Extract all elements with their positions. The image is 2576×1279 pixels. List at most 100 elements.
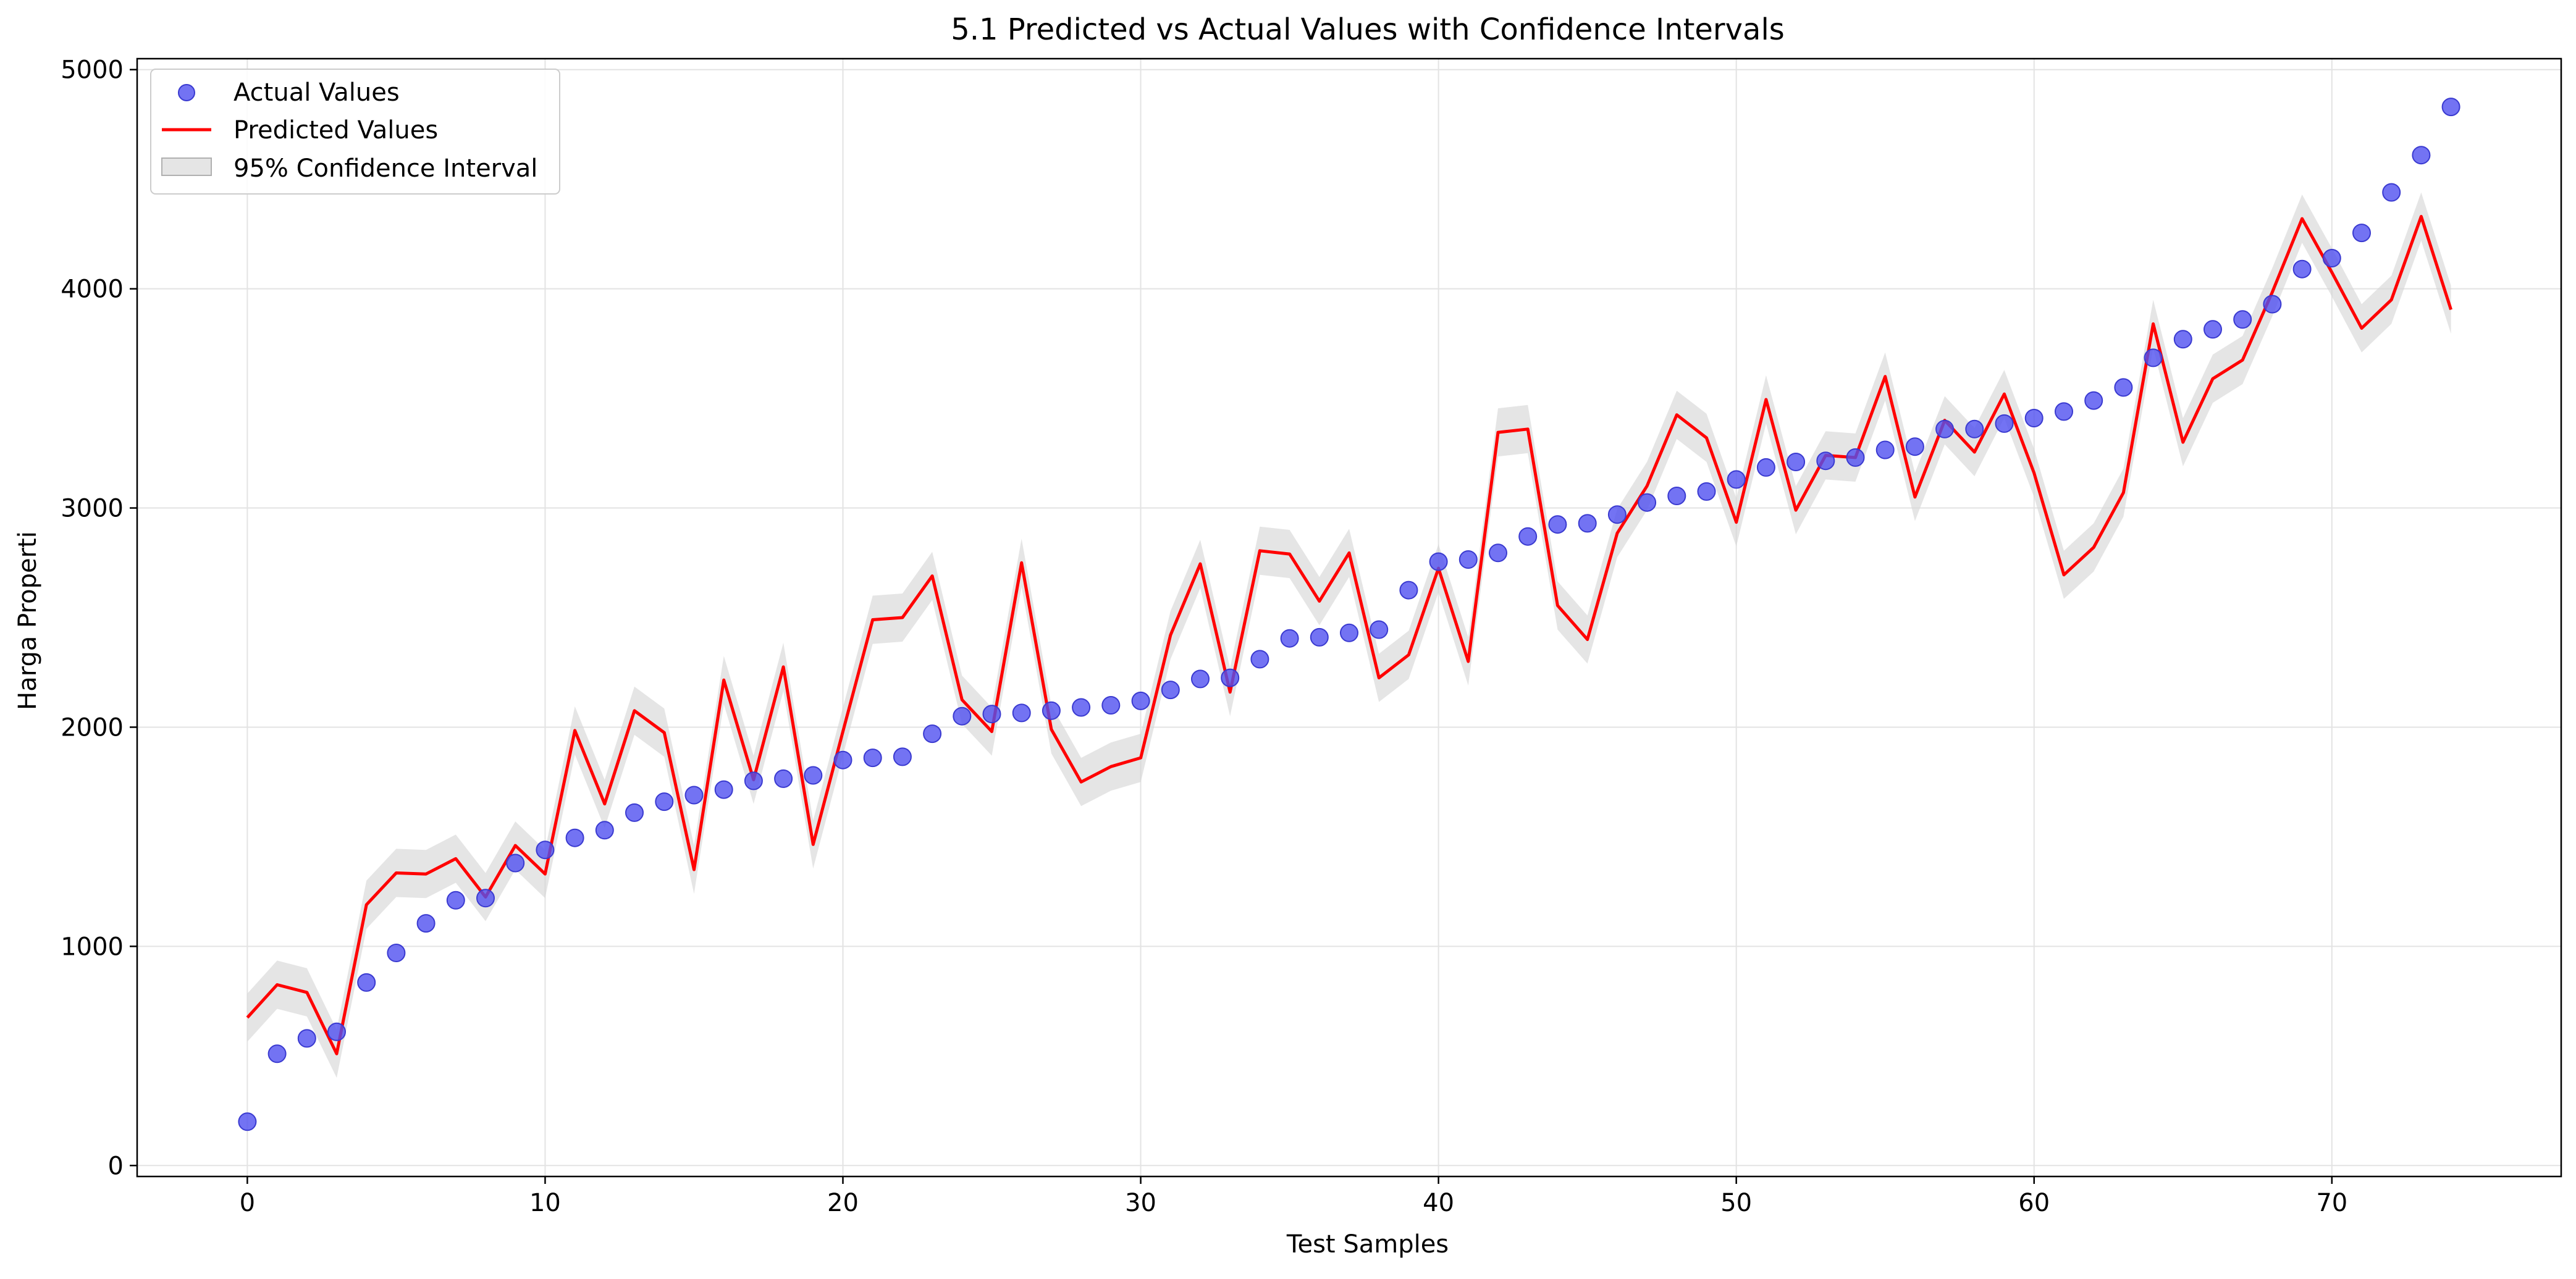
x-tick-label: 20: [827, 1189, 859, 1217]
confidence-band-layer: [247, 192, 2451, 1078]
actual-point: [2412, 146, 2431, 165]
actual-point: [833, 750, 852, 769]
y-tick-label: 2000: [61, 713, 124, 742]
actual-point: [953, 707, 972, 726]
actual-point: [1489, 543, 1507, 563]
actual-point: [1399, 581, 1418, 600]
actual-point: [2292, 259, 2312, 279]
actual-point: [1518, 527, 1538, 546]
actual-point: [2352, 224, 2371, 243]
actual-points-layer: [238, 98, 2460, 1131]
legend-label-predicted: Predicted Values: [234, 116, 438, 145]
actual-point: [1787, 453, 1806, 471]
actual-point: [1638, 493, 1657, 512]
x-tick-label: 30: [1125, 1189, 1156, 1217]
confidence-band: [247, 192, 2451, 1078]
actual-point: [595, 821, 614, 840]
legend-marker-confidence: [161, 157, 212, 176]
x-tick-label: 40: [1423, 1189, 1454, 1217]
actual-point: [387, 944, 406, 962]
actual-point: [1935, 419, 1955, 438]
actual-point: [327, 1022, 346, 1041]
actual-point: [1221, 668, 1240, 687]
actual-point: [2441, 98, 2460, 117]
actual-point: [446, 891, 465, 910]
actual-point: [1131, 691, 1150, 710]
actual-point: [1161, 681, 1180, 700]
actual-point: [1458, 550, 1478, 569]
actual-point: [1250, 650, 1269, 669]
actual-point: [982, 705, 1001, 724]
actual-point: [2322, 249, 2341, 267]
actual-point: [804, 766, 823, 785]
actual-point: [744, 771, 763, 790]
actual-point: [357, 973, 376, 992]
actual-point: [1727, 470, 1746, 489]
actual-point: [565, 828, 584, 847]
y-tick-label: 1000: [61, 933, 124, 961]
actual-point: [1012, 703, 1031, 723]
legend-box: [150, 69, 560, 195]
actual-point: [2055, 402, 2073, 421]
x-axis-label: Test Samples: [1286, 1230, 1449, 1259]
actual-point: [297, 1029, 316, 1048]
actual-point: [774, 769, 793, 788]
legend-label-actual: Actual Values: [234, 78, 400, 107]
x-tick-label: 70: [2316, 1189, 2347, 1217]
actual-point: [506, 853, 525, 873]
x-tick-label: 60: [2018, 1189, 2050, 1217]
tick-layer: 0 10 20 30 40 50 60 70 0 1000 2000 3000 4000 5000: [61, 56, 2347, 1217]
actual-point: [1697, 482, 1716, 501]
actual-point: [684, 786, 704, 805]
actual-point: [1846, 448, 1865, 467]
actual-point: [1905, 437, 1924, 456]
actual-point: [2382, 183, 2401, 202]
actual-point: [1340, 623, 1358, 642]
y-tick-label: 5000: [61, 56, 124, 85]
actual-point: [1965, 419, 1984, 438]
actual-point: [1370, 620, 1389, 639]
actual-point: [1667, 487, 1686, 505]
actual-point: [536, 841, 555, 860]
actual-point: [2144, 348, 2163, 367]
legend: Actual Values Predicted Values 95% Confi…: [150, 69, 560, 195]
actual-point: [1756, 458, 1775, 477]
actual-point: [625, 803, 644, 822]
actual-point: [1607, 505, 1627, 524]
x-tick-label: 10: [529, 1189, 561, 1217]
actual-point: [1995, 414, 2014, 433]
y-tick-label: 3000: [61, 495, 124, 523]
actual-point: [655, 792, 674, 811]
actual-point: [2263, 295, 2282, 314]
actual-point: [1191, 669, 1210, 689]
y-axis-label: Harga Properti: [14, 531, 42, 710]
actual-point: [1816, 451, 1835, 471]
actual-point: [238, 1112, 257, 1131]
actual-point: [1548, 515, 1567, 534]
actual-point: [2173, 330, 2192, 349]
actual-point: [267, 1044, 287, 1063]
actual-point: [476, 889, 495, 908]
actual-point: [1429, 552, 1448, 571]
x-tick-label: 0: [240, 1189, 255, 1217]
grid-layer: [137, 59, 2561, 1176]
actual-point: [1072, 698, 1091, 717]
actual-point: [1101, 696, 1121, 715]
actual-point: [863, 749, 882, 768]
y-tick-label: 0: [108, 1152, 124, 1180]
actual-point: [923, 724, 942, 744]
y-tick-label: 4000: [61, 275, 124, 304]
actual-point: [1280, 629, 1299, 648]
actual-point: [2203, 320, 2222, 339]
plot-frame: [136, 57, 2562, 1178]
actual-point: [2114, 378, 2133, 397]
chart-title: 5.1 Predicted vs Actual Values with Conf…: [951, 12, 1785, 47]
actual-point: [416, 914, 436, 933]
actual-point: [2084, 391, 2103, 410]
legend-marker-actual: [178, 84, 195, 101]
actual-point: [2024, 409, 2044, 427]
legend-label-confidence: 95% Confidence Interval: [234, 154, 537, 183]
x-tick-label: 50: [1720, 1189, 1752, 1217]
